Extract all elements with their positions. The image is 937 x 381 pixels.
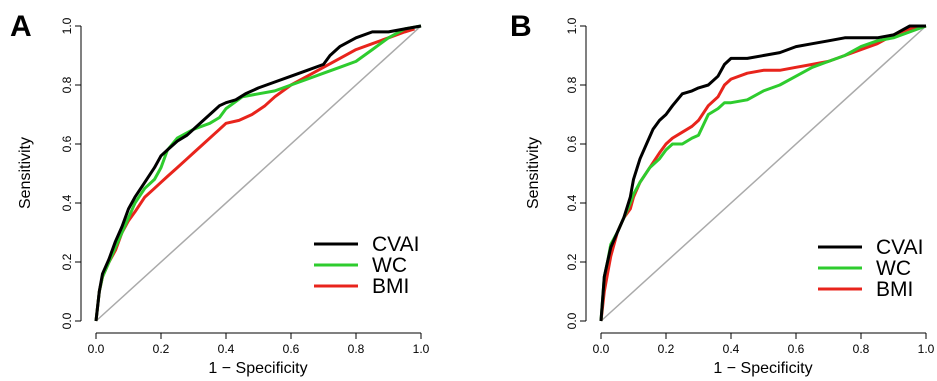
reference-diagonal: [600, 25, 927, 322]
x-tick-label: 1.0: [413, 342, 430, 356]
y-axis-label: Sensitivity: [525, 137, 542, 209]
x-tick-label: 0.8: [853, 342, 870, 356]
legend-label-cvai: CVAI: [372, 233, 419, 256]
legend-label-bmi: BMI: [876, 278, 913, 301]
y-tick-label: 0.4: [565, 194, 579, 211]
x-tick-label: 0.2: [153, 342, 170, 356]
x-tick-label: 0.4: [218, 342, 235, 356]
x-tick-label: 0.6: [283, 342, 300, 356]
legend-label-wc: WC: [372, 254, 407, 277]
y-tick-label: 0.6: [60, 135, 74, 152]
x-tick-label: 0.0: [88, 342, 105, 356]
x-tick-label: 1.0: [918, 342, 935, 356]
y-tick-label: 0.6: [565, 135, 579, 152]
y-tick-label: 0.8: [60, 76, 74, 93]
y-tick-label: 0.4: [60, 194, 74, 211]
panel-label: A: [10, 10, 32, 43]
y-tick-label: 1.0: [565, 17, 579, 34]
y-axis-label: Sensitivity: [17, 137, 34, 209]
y-tick-label: 1.0: [60, 17, 74, 34]
x-axis-label: 1 − Specificity: [208, 360, 307, 377]
legend-label-bmi: BMI: [372, 275, 409, 298]
y-tick-label: 0.0: [565, 312, 579, 329]
x-tick-label: 0.0: [593, 342, 610, 356]
x-tick-label: 0.4: [723, 342, 740, 356]
x-tick-label: 0.8: [348, 342, 365, 356]
y-tick-label: 0.0: [60, 312, 74, 329]
y-tick-label: 0.2: [565, 253, 579, 270]
legend-label-wc: WC: [876, 257, 911, 280]
y-tick-label: 0.8: [565, 76, 579, 93]
reference-diagonal: [95, 25, 422, 322]
legend-label-cvai: CVAI: [876, 236, 923, 259]
x-axis-label: 1 − Specificity: [713, 360, 812, 377]
roc-panel-a: A 0.0 0.2 0.4 0.6 0.8 1.0 0.0 0.2 0.4 0.6 0.8 1.0 1 −…: [10, 10, 430, 377]
roc-line-wc: [94, 24, 422, 322]
y-tick-label: 0.2: [60, 253, 74, 270]
x-tick-label: 0.6: [788, 342, 805, 356]
roc-panel-b: B 0.0 0.2 0.4 0.6 0.8 1.0 0.0 0.2 0.4 0.6 0.8 1.0 1 −…: [510, 10, 935, 377]
x-tick-label: 0.2: [658, 342, 675, 356]
panel-label: B: [510, 10, 532, 43]
roc-line-cvai: [94, 24, 422, 322]
roc-line-cvai: [599, 24, 926, 322]
